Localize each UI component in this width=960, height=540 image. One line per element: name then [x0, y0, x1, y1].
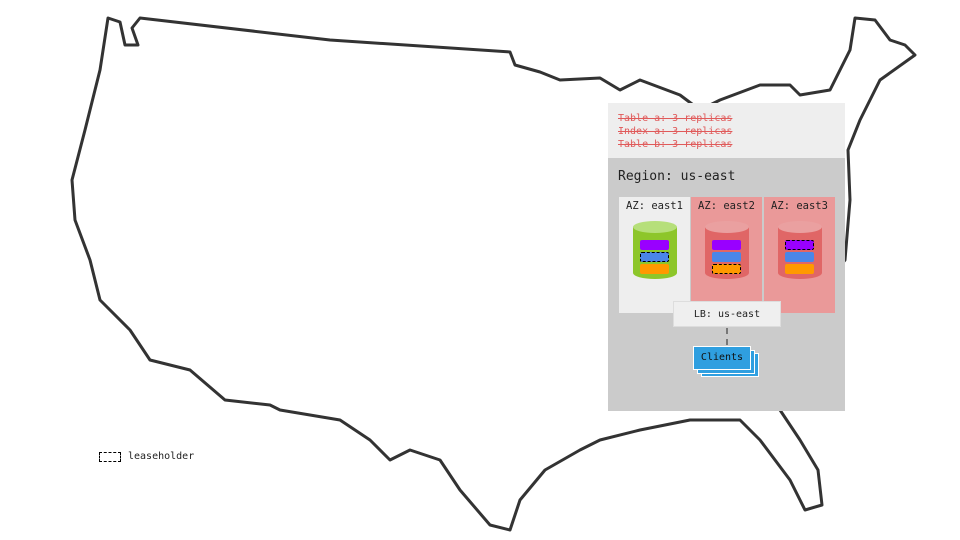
database-icon	[778, 221, 822, 285]
legend-label: leaseholder	[128, 451, 195, 462]
connector-line	[726, 328, 728, 345]
database-icon	[633, 221, 677, 285]
az-east1: AZ: east1	[619, 197, 690, 313]
table-entry: Table a: 3 replicas	[618, 113, 733, 124]
az-east2: AZ: east2	[691, 197, 762, 313]
az-label: AZ: east1	[626, 200, 683, 212]
replica-orange-leaseholder	[712, 264, 741, 274]
replica-purple-leaseholder	[785, 240, 814, 250]
tables-list: Table a: 3 replicas Index a: 3 replicas …	[608, 103, 845, 158]
replica-blue-leaseholder	[640, 252, 669, 262]
load-balancer: LB: us-east	[673, 301, 781, 327]
database-icon	[705, 221, 749, 285]
az-label: AZ: east2	[698, 200, 755, 212]
leaseholder-legend-swatch	[99, 452, 121, 462]
az-east3: AZ: east3	[764, 197, 835, 313]
replica-orange	[640, 264, 669, 274]
replica-blue	[712, 252, 741, 262]
replica-purple	[640, 240, 669, 250]
table-entry: Table b: 3 replicas	[618, 139, 733, 150]
az-label: AZ: east3	[771, 200, 828, 212]
table-entry: Index a: 3 replicas	[618, 126, 733, 137]
replica-blue	[785, 252, 814, 262]
replica-purple	[712, 240, 741, 250]
replica-orange	[785, 264, 814, 274]
clients-box: Clients	[693, 346, 751, 370]
region-label: Region: us-east	[618, 169, 736, 184]
